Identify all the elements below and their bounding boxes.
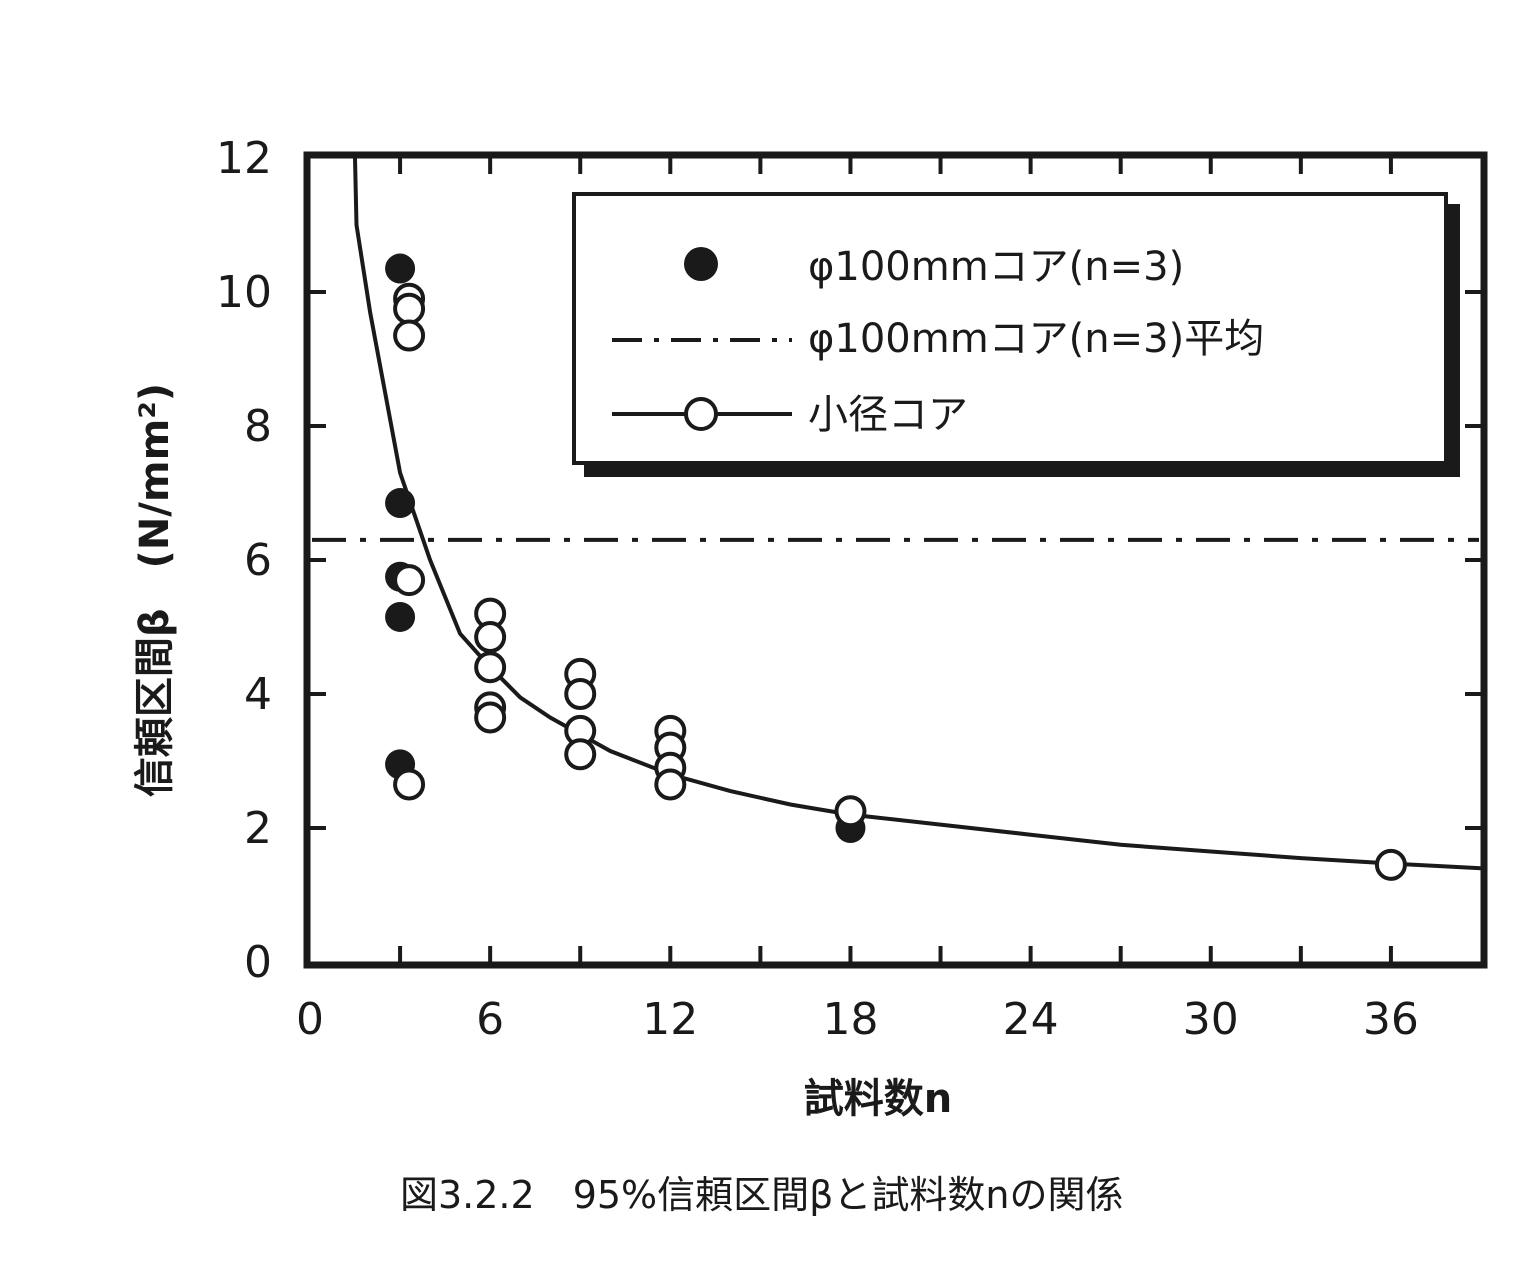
small-core-point xyxy=(1374,848,1407,881)
x-tick-label: 0 xyxy=(296,994,324,1045)
axis-ticks xyxy=(310,158,1481,962)
phi100-core-point xyxy=(385,253,416,284)
small-core-point xyxy=(393,564,426,597)
small-core-point xyxy=(393,292,426,325)
legend-label-phi100-mean: φ100mmコア(n=3)平均 xyxy=(808,316,1264,362)
plot-frame xyxy=(303,151,1488,969)
x-axis-tick-labels: 0 6 12 18 24 30 36 xyxy=(296,994,1419,1045)
y-tick-label: 6 xyxy=(244,535,272,586)
x-tick-label: 36 xyxy=(1363,994,1419,1045)
x-tick-label: 30 xyxy=(1183,994,1239,1045)
x-tick-label: 24 xyxy=(1003,994,1059,1045)
y-tick-label: 2 xyxy=(244,803,272,854)
small-core-point xyxy=(564,738,597,771)
small-core-point xyxy=(564,678,597,710)
legend-label-phi100: φ100mmコア(n=3) xyxy=(808,244,1184,290)
x-tick-label: 12 xyxy=(642,994,698,1045)
y-axis-title: 信頼区間β (N/mm²) xyxy=(132,383,178,797)
x-tick-label: 18 xyxy=(822,994,878,1045)
legend: φ100mmコア(n=3) φ100mmコア(n=3)平均 小径コア xyxy=(572,192,1460,477)
x-tick-label: 6 xyxy=(476,994,504,1045)
y-tick-label: 12 xyxy=(216,133,272,184)
figure-caption: 図3.2.2 95%信頼区間βと試料数nの関係 xyxy=(400,1173,1124,1217)
small-core-point xyxy=(474,701,507,734)
y-axis-tick-labels: 0 2 4 6 8 10 12 xyxy=(216,133,272,988)
legend-filled-circle-marker xyxy=(684,247,718,281)
small-core-point xyxy=(654,768,687,801)
y-tick-label: 10 xyxy=(216,267,272,318)
small-core-point xyxy=(474,651,507,684)
y-tick-label: 8 xyxy=(244,401,272,452)
legend-label-small-core: 小径コア xyxy=(808,392,968,438)
phi100-core-point xyxy=(385,488,416,519)
small-core-point xyxy=(393,319,426,352)
x-axis-title: 試料数n xyxy=(804,1076,952,1122)
small-core-point xyxy=(393,768,426,801)
legend-box xyxy=(572,192,1448,465)
small-core-points xyxy=(393,282,1407,881)
phi100-core-point xyxy=(385,601,416,632)
y-tick-label: 4 xyxy=(244,669,272,720)
small-core-point xyxy=(474,621,507,654)
y-tick-label: 0 xyxy=(244,937,272,988)
small-core-fit-curve xyxy=(353,157,1482,871)
legend-open-circle-marker xyxy=(684,397,718,431)
small-core-point xyxy=(834,795,867,828)
